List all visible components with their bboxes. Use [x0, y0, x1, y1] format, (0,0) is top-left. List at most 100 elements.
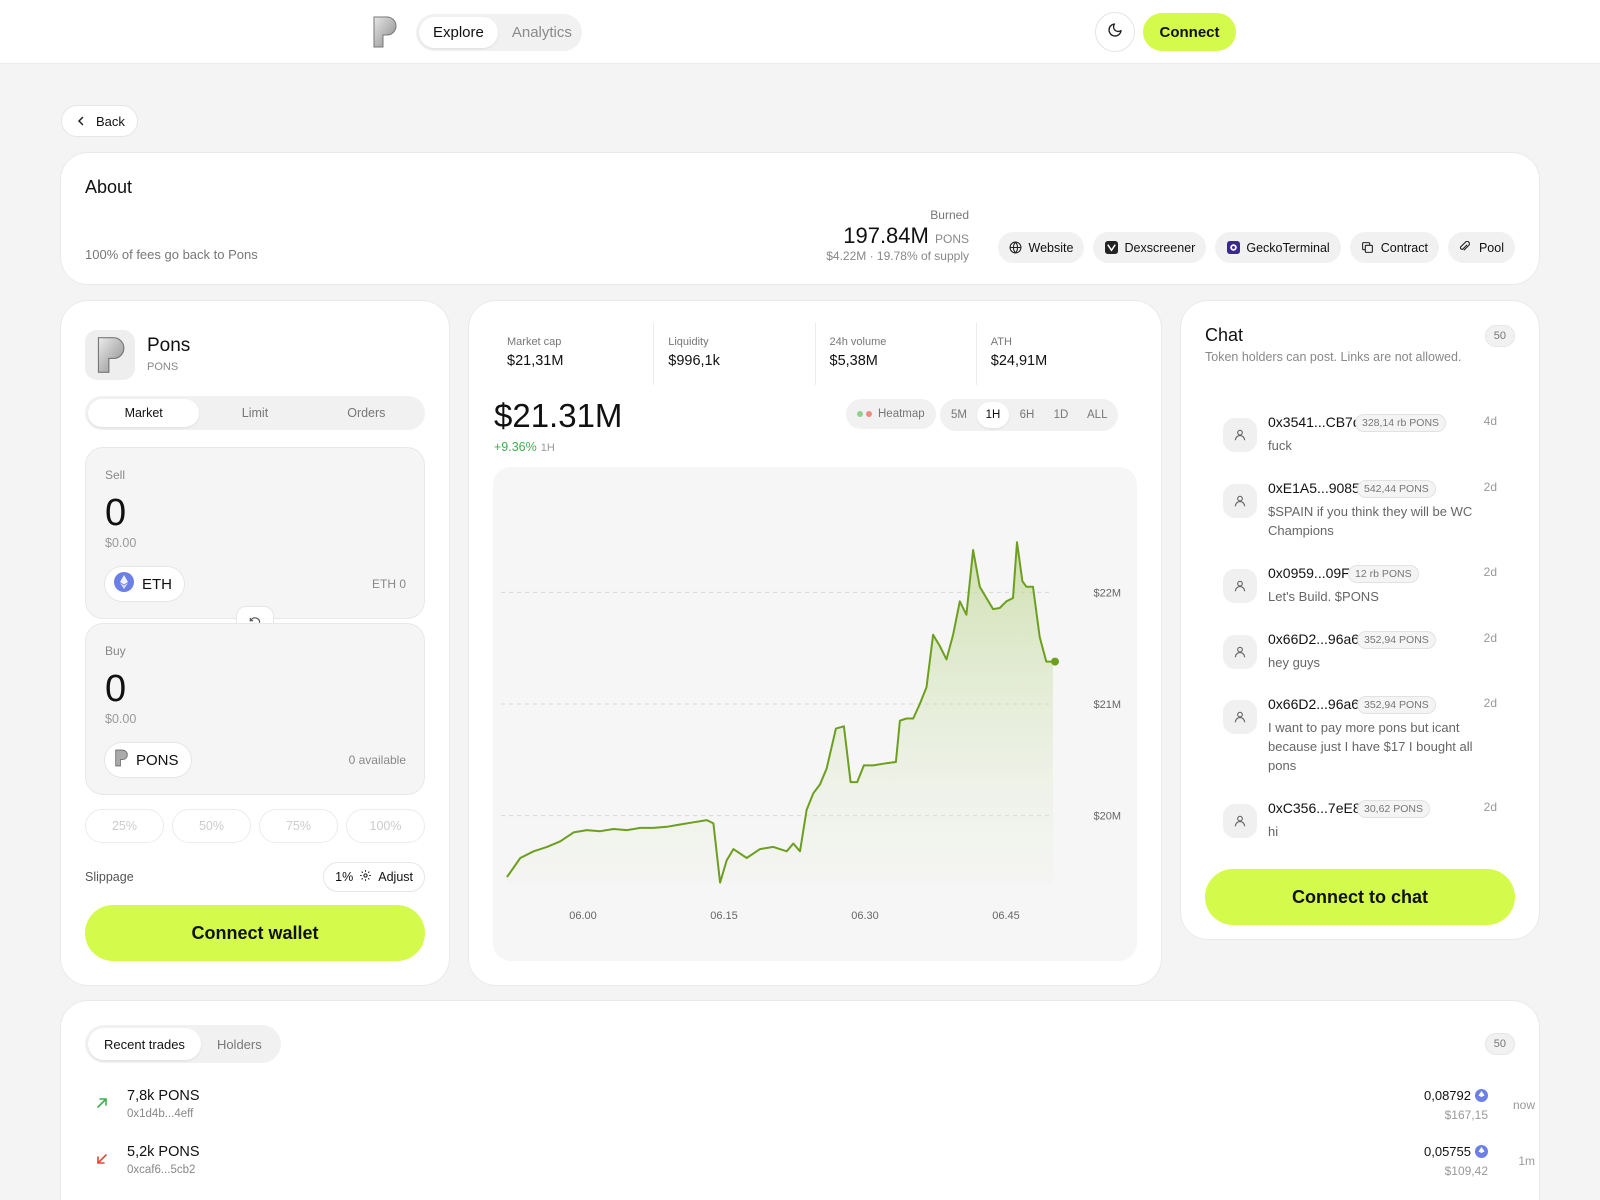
- tab-1h[interactable]: 1H: [977, 402, 1009, 428]
- heatmap-toggle[interactable]: Heatmap: [846, 399, 936, 429]
- message-text: hi: [1268, 824, 1279, 839]
- message-time: 2d: [1483, 800, 1497, 814]
- geckoterminal-icon: [1226, 241, 1240, 255]
- geckoterminal-link[interactable]: GeckoTerminal: [1215, 232, 1341, 263]
- about-links: Website Dexscreener GeckoTerminal Contra…: [997, 232, 1515, 263]
- y-tick-label: $21M: [1093, 699, 1121, 711]
- x-tick-label: 06.15: [710, 910, 738, 922]
- user-icon: [1223, 804, 1257, 838]
- percent-75-button[interactable]: 75%: [259, 809, 338, 843]
- stat-value: $24,91M: [990, 353, 1048, 369]
- stat-value: $996,1k: [668, 353, 720, 369]
- message-author[interactable]: 0xE1A5...9085: [1268, 480, 1360, 496]
- nav-tab-explore[interactable]: Explore: [419, 17, 498, 48]
- trade-amount: 5,2k PONS: [127, 1144, 200, 1160]
- tab-holders[interactable]: Holders: [216, 1036, 262, 1052]
- connect-button[interactable]: Connect: [1143, 13, 1236, 51]
- message-author[interactable]: 0x0959...09Fe: [1268, 565, 1358, 581]
- pool-link[interactable]: Pool: [1447, 232, 1515, 263]
- message-time: 4d: [1483, 414, 1497, 428]
- trade-row[interactable]: 7,8k PONS 0x1d4b...4eff 0,08792 $167,15 now: [85, 1088, 1541, 1128]
- nav-tab-analytics[interactable]: Analytics: [511, 24, 572, 41]
- y-tick-label: $20M: [1093, 811, 1121, 823]
- chat-title: Chat: [1205, 325, 1244, 345]
- burned-unit: PONS: [934, 232, 969, 246]
- burned-label: Burned: [930, 208, 969, 222]
- chat-messages[interactable]: 0x3541...CB7d 328,14 rb PONS 4d fuck 0xE1A5.…: [1205, 396, 1515, 846]
- eth-icon: [1475, 1089, 1488, 1102]
- message-author[interactable]: 0x66D2...96a6: [1268, 696, 1360, 712]
- user-icon: [1223, 484, 1257, 518]
- tab-orders[interactable]: Orders: [347, 406, 386, 420]
- slippage-adjust-button[interactable]: 1% Adjust: [323, 862, 425, 892]
- buy-amount-input[interactable]: [105, 668, 305, 711]
- holding-badge: 542,44 PONS: [1357, 480, 1436, 498]
- tab-6h[interactable]: 6H: [1019, 409, 1035, 421]
- token-logo: [85, 330, 135, 380]
- holding-badge: 328,14 rb PONS: [1355, 414, 1447, 432]
- x-tick-label: 06.00: [569, 910, 597, 922]
- gear-icon: [359, 869, 372, 885]
- price-chart[interactable]: $20M $21M $22M 06.00 06.15 06.30 06.45: [493, 467, 1137, 961]
- x-tick-label: 06.30: [851, 910, 879, 922]
- tab-market[interactable]: Market: [88, 399, 200, 427]
- contract-link[interactable]: Contract: [1349, 232, 1439, 263]
- stat-liquidity: Liquidity $996,1k: [653, 323, 814, 385]
- tab-limit[interactable]: Limit: [241, 406, 269, 420]
- top-nav: Explore Analytics Connect: [0, 0, 1600, 64]
- chat-card: Chat 50 Token holders can post. Links ar…: [1180, 300, 1540, 940]
- theme-toggle-button[interactable]: [1095, 12, 1135, 52]
- holding-badge: 352,94 PONS: [1357, 696, 1436, 714]
- tab-5m[interactable]: 5M: [951, 409, 967, 421]
- heatmap-label: Heatmap: [878, 408, 925, 420]
- pons-logo[interactable]: [371, 15, 397, 49]
- sell-token-selector[interactable]: ETH: [104, 566, 185, 602]
- about-card: About 100% of fees go back to Pons Burne…: [60, 152, 1540, 285]
- contract-link-label: Contract: [1380, 240, 1428, 255]
- tab-1d[interactable]: 1D: [1053, 409, 1069, 421]
- chart-line: [506, 541, 1053, 884]
- link-icon: [1459, 241, 1473, 255]
- percent-100-button[interactable]: 100%: [346, 809, 425, 843]
- message-time: 2d: [1483, 565, 1497, 579]
- sell-amount-input[interactable]: [105, 492, 305, 535]
- trade-usd: $109,42: [1444, 1164, 1488, 1178]
- price-change-value: +9.36%: [494, 440, 537, 454]
- trade-row[interactable]: 5,2k PONS 0xcaf6...5cb2 0,05755 $109,42 1m: [85, 1144, 1541, 1184]
- trade-price: 0,05755: [1424, 1144, 1488, 1159]
- message-author[interactable]: 0x3541...CB7d: [1268, 414, 1361, 430]
- trade-address[interactable]: 0x1d4b...4eff: [127, 1108, 194, 1120]
- trades-tabs: Recent trades Holders: [85, 1025, 281, 1063]
- back-label: Back: [96, 113, 125, 129]
- user-icon: [1223, 569, 1257, 603]
- trade-address[interactable]: 0xcaf6...5cb2: [127, 1164, 196, 1176]
- stat-label: 24h volume: [829, 336, 887, 348]
- percent-50-button[interactable]: 50%: [172, 809, 251, 843]
- message-time: 2d: [1483, 631, 1497, 645]
- tab-all[interactable]: ALL: [1087, 409, 1108, 421]
- burned-amount: 197.84M: [843, 223, 929, 248]
- about-description: 100% of fees go back to Pons: [85, 247, 258, 262]
- back-button[interactable]: Back: [61, 105, 138, 137]
- chart-area: [507, 542, 1053, 883]
- sell-label: Sell: [105, 468, 126, 482]
- tab-recent-trades[interactable]: Recent trades: [88, 1028, 201, 1060]
- stat-label: ATH: [990, 336, 1012, 348]
- dexscreener-link[interactable]: Dexscreener: [1093, 232, 1207, 263]
- order-mode-tabs: Market Limit Orders: [85, 396, 425, 430]
- timeframe-tabs: 5M 1H 6H 1D ALL: [940, 399, 1119, 431]
- swap-card: Pons PONS Market Limit Orders Sell $0.00…: [60, 300, 450, 986]
- message-author[interactable]: 0x66D2...96a6: [1268, 631, 1360, 647]
- connect-to-chat-button[interactable]: Connect to chat: [1205, 869, 1515, 925]
- stat-label: Market cap: [507, 336, 562, 348]
- user-icon: [1223, 418, 1257, 452]
- trade-price: 0,08792: [1424, 1088, 1488, 1103]
- percent-25-button[interactable]: 25%: [85, 809, 164, 843]
- message-author[interactable]: 0xC356...7eE8: [1268, 800, 1361, 816]
- website-link[interactable]: Website: [997, 232, 1085, 263]
- stat-24h-volume: 24h volume $5,38M: [814, 323, 976, 385]
- connect-wallet-button[interactable]: Connect wallet: [85, 905, 425, 961]
- holding-badge: 12 rb PONS: [1348, 565, 1419, 583]
- token-name: Pons: [147, 335, 191, 356]
- buy-token-selector[interactable]: PONS: [104, 742, 192, 778]
